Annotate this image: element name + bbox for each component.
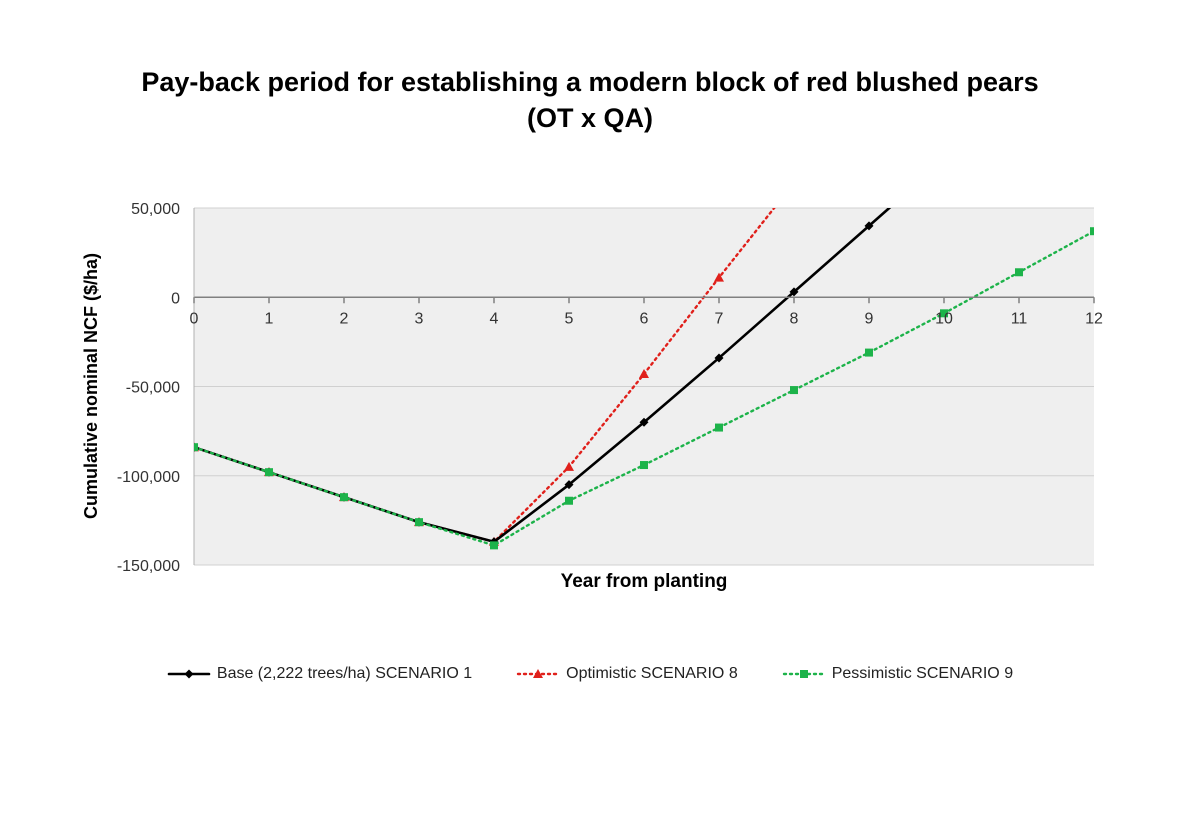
legend-marker (184, 669, 194, 679)
gridlines (194, 207, 1094, 566)
data-point-s1 (564, 480, 574, 490)
x-tick-label: 0 (190, 310, 199, 327)
data-point-s3 (490, 541, 498, 550)
data-point-s2 (639, 369, 649, 379)
data-point-s2 (564, 461, 574, 471)
data-point-s2 (714, 272, 724, 282)
data-point-s3 (1015, 268, 1023, 277)
data-point-s3 (715, 423, 723, 432)
x-tick-label: 1 (265, 310, 274, 327)
data-point-s3 (565, 496, 573, 505)
data-point-s3 (790, 386, 798, 395)
data-point-s3 (865, 348, 873, 357)
data-point-s1 (940, 155, 949, 164)
data-point-s3 (1090, 227, 1094, 236)
x-tick-label: 7 (715, 310, 724, 327)
x-axis (193, 208, 1095, 565)
x-tick-label: 8 (790, 310, 799, 327)
legend-item: Base (2,222 trees/ha) SCENARIO 1 (167, 665, 472, 683)
legend-swatch (516, 669, 560, 678)
x-axis-title: Year from planting (561, 571, 728, 592)
data-point-s3 (265, 468, 273, 477)
x-tick-labels: 0 1 2 3 4 5 6 7 8 9 10 11 12 (190, 310, 1103, 327)
data-point-s1 (639, 417, 649, 427)
x-tick-label: 11 (1011, 310, 1028, 327)
x-tick-label: 2 (340, 310, 349, 327)
series-markers (194, 155, 1094, 550)
data-point-s3 (640, 461, 648, 470)
y-tick-label: -100,000 (117, 469, 180, 486)
legend-swatch (782, 670, 825, 678)
y-axis-title: Cumulative nominal NCF ($/ha) (81, 253, 101, 519)
x-tick-label: 4 (490, 310, 499, 327)
x-tick-label: 3 (415, 310, 424, 327)
y-tick-label: -50,000 (126, 380, 180, 397)
data-point-s3 (415, 518, 423, 527)
x-tick-label: 9 (865, 310, 874, 327)
data-point-s3 (194, 443, 198, 452)
data-point-s3 (940, 309, 948, 318)
data-point-s1 (789, 287, 799, 297)
y-tick-label: 50,000 (131, 201, 180, 218)
chart-title: Pay-back period for establishing a moder… (141, 67, 1039, 133)
data-point-s3 (340, 493, 348, 502)
y-tick-labels: 50,000 0 -50,000 -100,000 -150,000 (117, 201, 180, 575)
x-tick-label: 12 (1085, 310, 1103, 327)
legend-marker (799, 670, 808, 678)
data-point-s1 (714, 353, 724, 363)
legend-label: Base (2,222 trees/ha) SCENARIO 1 (216, 665, 473, 682)
legend: Base (2,222 trees/ha) SCENARIO 1 Optimist… (0, 665, 1180, 683)
legend-marker (533, 669, 544, 678)
y-tick-label: -150,000 (117, 558, 180, 575)
data-point-s1 (864, 221, 874, 231)
legend-item: Pessimistic SCENARIO 9 (782, 665, 1013, 683)
legend-label: Optimistic SCENARIO 8 (566, 665, 738, 682)
x-tick-label: 5 (565, 310, 574, 327)
y-tick-label: 0 (171, 290, 180, 307)
legend-label: Pessimistic SCENARIO 9 (831, 665, 1014, 682)
x-tick-label: 10 (935, 310, 953, 327)
data-point-s2 (789, 178, 799, 187)
x-tick-label: 6 (640, 310, 649, 327)
legend-swatch (167, 669, 211, 679)
legend-item: Optimistic SCENARIO 8 (516, 665, 738, 683)
